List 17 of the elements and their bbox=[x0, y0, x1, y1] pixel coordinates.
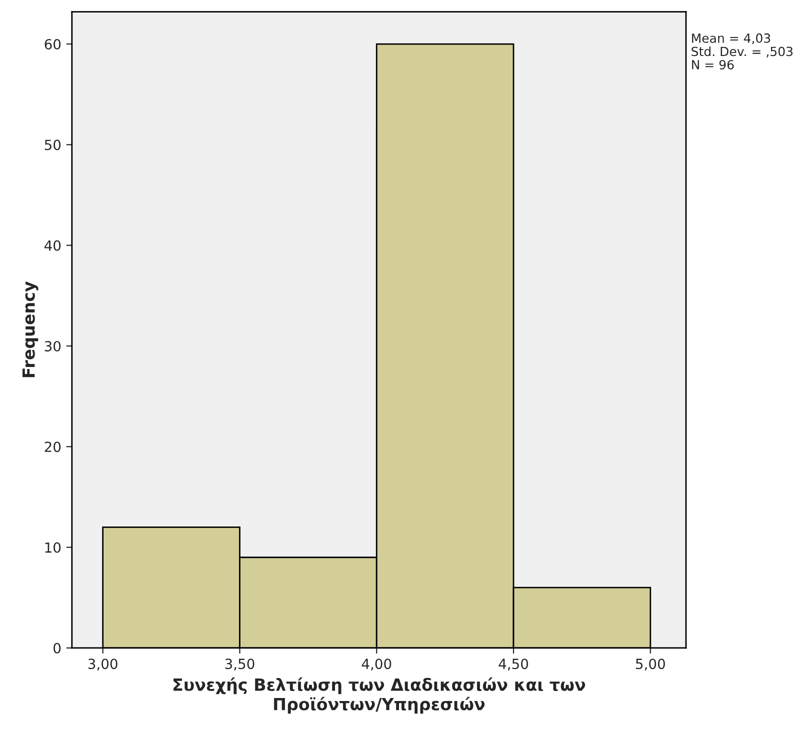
x-tick-label: 3,00 bbox=[88, 658, 118, 671]
x-tick-label: 5,00 bbox=[636, 658, 665, 671]
y-tick-label: 0 bbox=[54, 642, 61, 654]
y-tick-label: 40 bbox=[44, 240, 61, 251]
y-tick-label: 10 bbox=[45, 542, 61, 553]
x-tick-label: 4,50 bbox=[498, 658, 528, 671]
x-tick-label: 4,00 bbox=[362, 658, 392, 671]
x-axis-title: Συνεχής Βελτίωση των Διαδικασιών και των Προϊόντων/Υπηρεσιών bbox=[174, 677, 586, 714]
y-axis-title: Frequency bbox=[22, 281, 38, 378]
y-tick-label: 50 bbox=[44, 140, 61, 150]
x-tick-label: 3,50 bbox=[225, 658, 254, 671]
y-tick-label: 60 bbox=[44, 38, 61, 50]
text: Mean = 4,03 bbox=[692, 33, 770, 44]
text: Std. Dev. = ,503 bbox=[692, 46, 793, 58]
y-tick-label: 30 bbox=[44, 340, 61, 352]
y-tick-label: 20 bbox=[44, 442, 61, 452]
text: N = 96 bbox=[692, 60, 734, 70]
